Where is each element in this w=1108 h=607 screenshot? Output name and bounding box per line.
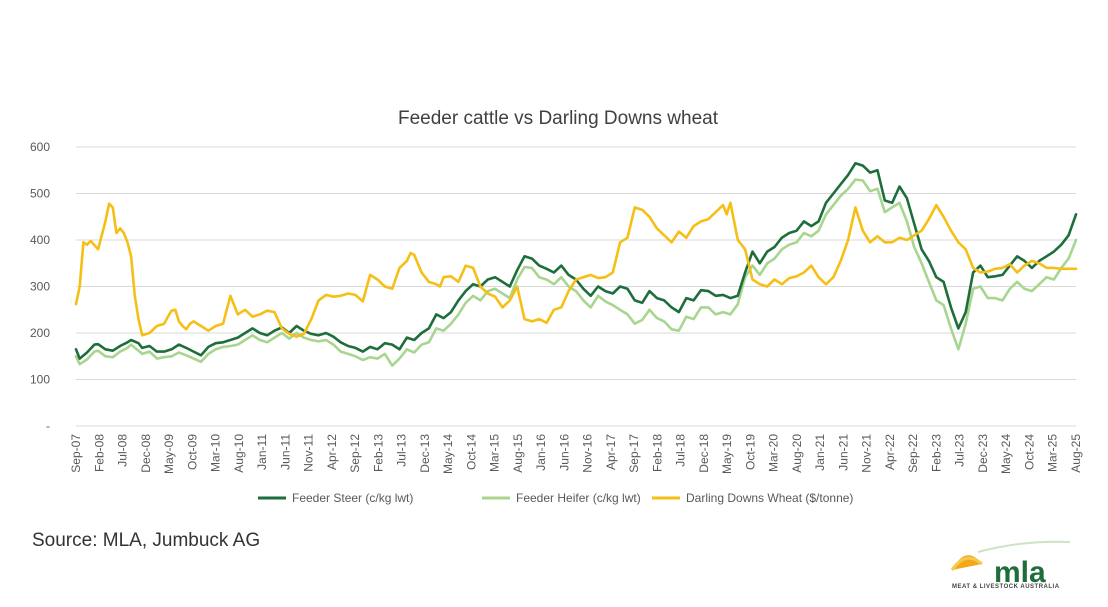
x-tick-label: Feb-08 [92,434,106,472]
x-tick-label: Jan-16 [534,434,548,471]
x-tick-label: May-14 [441,434,455,474]
chart-title: Feeder cattle vs Darling Downs wheat [398,108,719,129]
x-tick-label: Jul-23 [953,434,967,467]
x-tick-label: May-19 [720,434,734,474]
x-tick-label: Nov-16 [581,434,595,473]
x-tick-label: Oct-24 [1022,434,1036,470]
x-tick-label: Apr-22 [883,434,897,470]
series-line-2 [74,201,1078,338]
x-tick-label: Mar-20 [767,434,781,472]
x-tick-label: Jul-08 [116,434,130,467]
x-tick-label: Feb-23 [929,434,943,472]
x-tick-label: Apr-17 [604,434,618,470]
x-tick-label: Dec-23 [976,434,990,473]
x-tick-label: Sep-12 [348,434,362,473]
series-lines [74,162,1078,367]
logo-wordmark: mla [994,556,1046,589]
y-tick-label: 500 [30,187,50,201]
x-tick-label: Dec-13 [418,434,432,473]
y-tick-label: 300 [30,280,50,294]
y-tick-label: 100 [30,373,50,387]
y-axis: - 100 200 300 400 500 600 [30,140,50,433]
x-tick-label: Sep-22 [906,434,920,473]
legend-label: Feeder Steer (c/kg lwt) [292,491,413,505]
x-tick-label: Jun-16 [557,434,571,471]
x-tick-label: Aug-10 [232,434,246,473]
legend-label: Darling Downs Wheat ($/tonne) [686,491,853,505]
x-tick-label: Feb-18 [650,434,664,472]
x-tick-label: Mar-25 [1046,434,1060,472]
source-note: Source: MLA, Jumbuck AG [32,530,261,551]
x-tick-label: Nov-11 [302,434,316,472]
x-tick-label: Dec-08 [139,434,153,473]
x-tick-label: Aug-15 [511,434,525,473]
x-tick-label: Oct-09 [185,434,199,470]
series-line-0 [74,162,1078,360]
series-line-1 [74,178,1078,367]
legend-label: Feeder Heifer (c/kg lwt) [516,491,641,505]
x-tick-label: Mar-10 [209,434,223,472]
x-axis: Sep-07 Feb-08 Jul-08 Dec-08 May-09 Oct-09 Mar-… [69,434,1083,474]
legend: Feeder Steer (c/kg lwt) Feeder Heifer (c/… [258,491,853,505]
x-tick-label: Oct-19 [743,434,757,470]
x-tick-label: Jan-21 [813,434,827,471]
x-tick-label: May-09 [162,434,176,474]
y-tick-label: 400 [30,233,50,247]
x-tick-label: Aug-20 [790,434,804,473]
logo-subtitle: MEAT & LIVESTOCK AUSTRALIA [952,584,1060,590]
x-tick-label: Dec-18 [697,434,711,473]
x-tick-label: Sep-17 [627,434,641,473]
x-tick-label: Jul-18 [674,434,688,467]
x-tick-label: Feb-13 [371,434,385,472]
x-tick-label: Nov-21 [860,434,874,473]
x-tick-label: May-24 [999,434,1013,474]
x-tick-label: Aug-25 [1069,434,1083,473]
x-tick-label: Jul-13 [395,434,409,467]
grid [76,146,1076,427]
y-tick-label: - [46,419,50,433]
mla-logo: mla [950,540,1071,589]
x-tick-label: Apr-12 [325,434,339,470]
y-tick-label: 200 [30,326,50,340]
x-tick-label: Sep-07 [69,434,83,473]
x-tick-label: Jun-11 [278,434,292,470]
y-tick-label: 600 [30,140,50,154]
x-tick-label: Jan-11 [255,434,269,470]
x-tick-label: Mar-15 [488,434,502,472]
x-tick-label: Jun-21 [836,434,850,471]
x-tick-label: Oct-14 [464,434,478,470]
